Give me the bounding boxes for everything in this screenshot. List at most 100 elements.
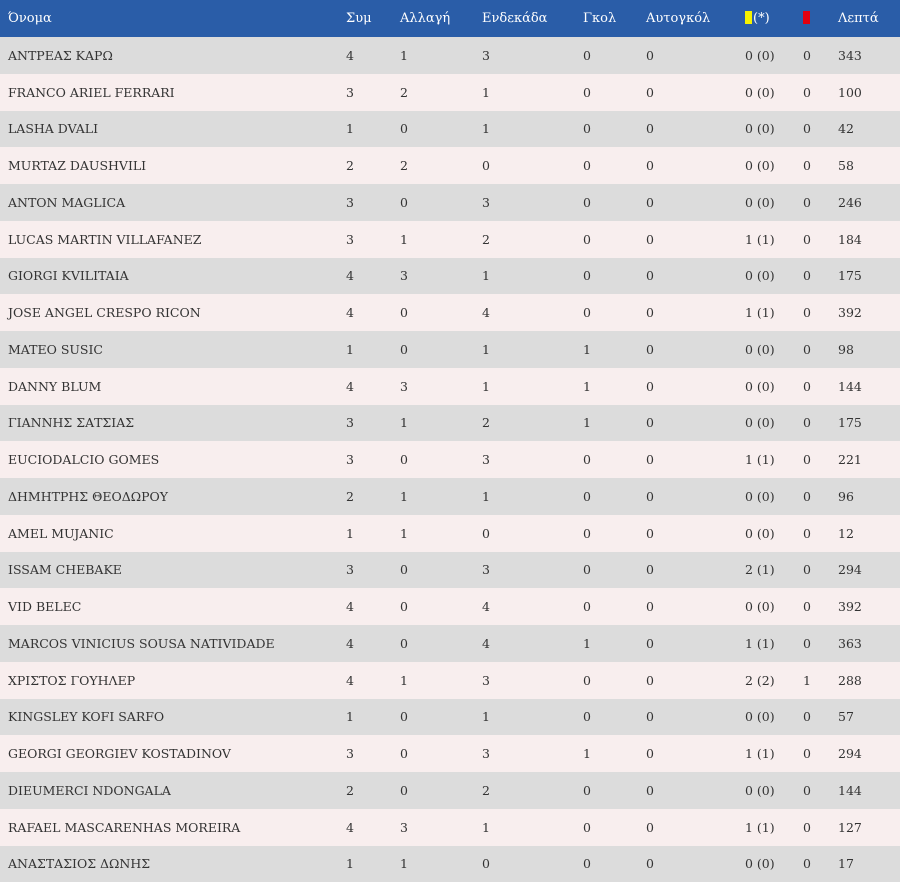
apps-cell: 1 — [346, 515, 400, 552]
player-name[interactable]: ΑΝΑΣΤΑΣΙΟΣ ΔΩΝΗΣ — [0, 846, 346, 882]
player-name[interactable]: DANNY BLUM — [0, 368, 346, 405]
col-header-apps[interactable]: Συμ — [346, 0, 400, 37]
col-header-starts[interactable]: Ενδεκάδα — [482, 0, 583, 37]
player-name[interactable]: GEORGI GEORGIEV KOSTADINOV — [0, 735, 346, 772]
minutes-cell: 288 — [838, 662, 900, 699]
yellow-suffix: (*) — [753, 11, 770, 26]
player-name[interactable]: RAFAEL MASCARENHAS MOREIRA — [0, 809, 346, 846]
yellow-cards-cell: 0 (0) — [745, 515, 803, 552]
player-name[interactable]: FRANCO ARIEL FERRARI — [0, 74, 346, 111]
red-cards-cell: 0 — [803, 625, 838, 662]
minutes-cell: 144 — [838, 772, 900, 809]
starts-cell: 1 — [482, 74, 583, 111]
minutes-cell: 294 — [838, 735, 900, 772]
starts-cell: 1 — [482, 258, 583, 295]
yellow-cards-cell: 0 (0) — [745, 846, 803, 882]
goals-cell: 0 — [583, 147, 646, 184]
subs-cell: 3 — [400, 258, 482, 295]
player-name[interactable]: AMEL MUJANIC — [0, 515, 346, 552]
starts-cell: 1 — [482, 111, 583, 148]
player-name[interactable]: ISSAM CHEBAKE — [0, 552, 346, 589]
minutes-cell: 175 — [838, 405, 900, 442]
player-name[interactable]: LUCAS MARTIN VILLAFANEZ — [0, 221, 346, 258]
apps-cell: 1 — [346, 699, 400, 736]
apps-cell: 3 — [346, 74, 400, 111]
apps-cell: 3 — [346, 184, 400, 221]
yellow-cards-cell: 0 (0) — [745, 331, 803, 368]
col-header-minutes[interactable]: Λεπτά — [838, 0, 900, 37]
subs-cell: 3 — [400, 809, 482, 846]
player-name[interactable]: GIORGI KVILITAIA — [0, 258, 346, 295]
own-goals-cell: 0 — [646, 662, 745, 699]
subs-cell: 0 — [400, 331, 482, 368]
goals-cell: 0 — [583, 221, 646, 258]
player-name[interactable]: ΔΗΜΗΤΡΗΣ ΘΕΟΔΩΡΟΥ — [0, 478, 346, 515]
subs-cell: 0 — [400, 625, 482, 662]
minutes-cell: 363 — [838, 625, 900, 662]
player-name[interactable]: DIEUMERCI NDONGALA — [0, 772, 346, 809]
red-cards-cell: 0 — [803, 552, 838, 589]
starts-cell: 3 — [482, 735, 583, 772]
subs-cell: 0 — [400, 111, 482, 148]
goals-cell: 1 — [583, 405, 646, 442]
player-name[interactable]: ANTON MAGLICA — [0, 184, 346, 221]
red-cards-cell: 0 — [803, 588, 838, 625]
col-header-subs[interactable]: Αλλαγή — [400, 0, 482, 37]
player-name[interactable]: LASHA DVALI — [0, 111, 346, 148]
yellow-cards-cell: 1 (1) — [745, 735, 803, 772]
red-cards-cell: 0 — [803, 478, 838, 515]
minutes-cell: 144 — [838, 368, 900, 405]
minutes-cell: 175 — [838, 258, 900, 295]
col-header-own-goals[interactable]: Αυτογκόλ — [646, 0, 745, 37]
player-name[interactable]: ΑΝΤΡΕΑΣ ΚΑΡΩ — [0, 37, 346, 74]
minutes-cell: 12 — [838, 515, 900, 552]
player-name[interactable]: MATEO SUSIC — [0, 331, 346, 368]
col-header-red-cards[interactable] — [803, 0, 838, 37]
yellow-cards-cell: 0 (0) — [745, 37, 803, 74]
goals-cell: 0 — [583, 441, 646, 478]
player-name[interactable]: ΧΡΙΣΤΟΣ ΓΟΥΗΛΕΡ — [0, 662, 346, 699]
yellow-cards-cell: 1 (1) — [745, 221, 803, 258]
player-name[interactable]: MARCOS VINICIUS SOUSA NATIVIDADE — [0, 625, 346, 662]
goals-cell: 0 — [583, 111, 646, 148]
subs-cell: 1 — [400, 221, 482, 258]
starts-cell: 4 — [482, 625, 583, 662]
own-goals-cell: 0 — [646, 111, 745, 148]
subs-cell: 1 — [400, 662, 482, 699]
yellow-cards-cell: 0 (0) — [745, 258, 803, 295]
own-goals-cell: 0 — [646, 258, 745, 295]
minutes-cell: 221 — [838, 441, 900, 478]
subs-cell: 2 — [400, 147, 482, 184]
col-header-goals[interactable]: Γκολ — [583, 0, 646, 37]
goals-cell: 0 — [583, 588, 646, 625]
player-name[interactable]: KINGSLEY KOFI SARFO — [0, 699, 346, 736]
player-name[interactable]: ΓΙΑΝΝΗΣ ΣΑΤΣΙΑΣ — [0, 405, 346, 442]
minutes-cell: 100 — [838, 74, 900, 111]
col-header-yellow-cards[interactable]: (*) — [745, 0, 803, 37]
own-goals-cell: 0 — [646, 184, 745, 221]
starts-cell: 1 — [482, 809, 583, 846]
red-cards-cell: 0 — [803, 331, 838, 368]
yellow-cards-cell: 1 (1) — [745, 625, 803, 662]
own-goals-cell: 0 — [646, 294, 745, 331]
player-name[interactable]: EUCIODALCIO GOMES — [0, 441, 346, 478]
own-goals-cell: 0 — [646, 552, 745, 589]
goals-cell: 0 — [583, 74, 646, 111]
apps-cell: 3 — [346, 552, 400, 589]
player-name[interactable]: VID BELEC — [0, 588, 346, 625]
player-name[interactable]: MURTAZ DAUSHVILI — [0, 147, 346, 184]
col-header-name[interactable]: Όνομα — [0, 0, 346, 37]
player-name[interactable]: JOSE ANGEL CRESPO RICON — [0, 294, 346, 331]
table-header-row: Όνομα Συμ Αλλαγή Ενδεκάδα Γκολ Αυτογκόλ … — [0, 0, 900, 37]
minutes-cell: 294 — [838, 552, 900, 589]
red-cards-cell: 0 — [803, 699, 838, 736]
